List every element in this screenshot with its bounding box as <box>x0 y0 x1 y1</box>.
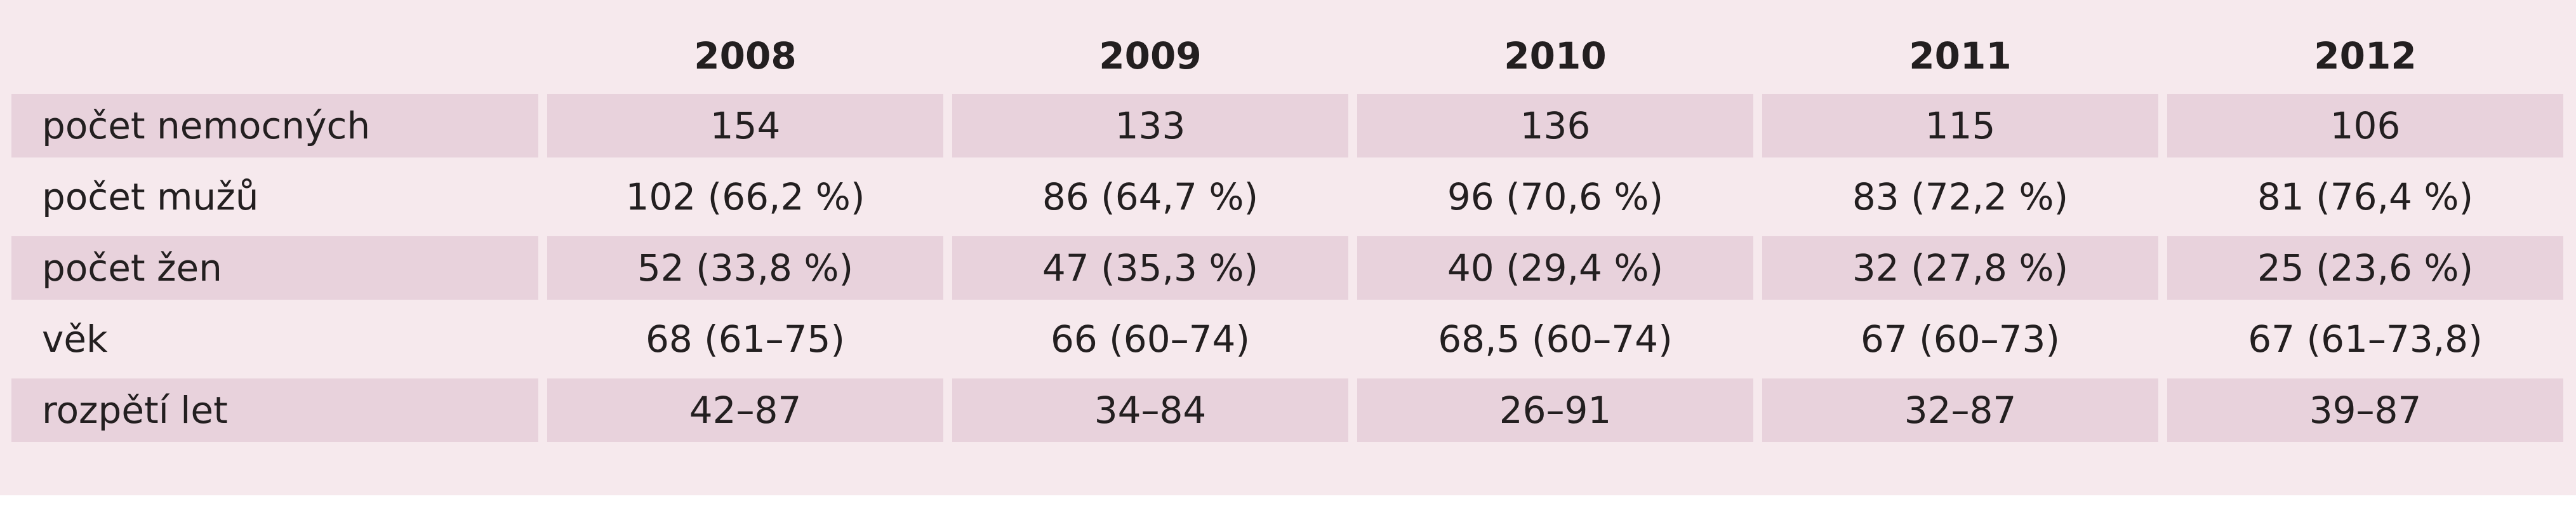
table-cell: 67 (61–73,8) <box>2248 318 2483 361</box>
column-header-2008: 2008 <box>694 34 797 77</box>
table-row-age-range: rozpětí let 42–87 34–84 26–91 32–87 39–8… <box>11 378 2563 442</box>
table-panel: 2008 2009 2010 2011 2012 počet nemocných… <box>0 0 2576 495</box>
table-cell: 83 (72,2 %) <box>1852 175 2069 218</box>
header-row: 2008 2009 2010 2011 2012 <box>11 25 2563 86</box>
table-row-women: počet žen 52 (33,8 %) 47 (35,3 %) 40 (29… <box>11 236 2563 300</box>
table-cell: 68 (61–75) <box>645 318 846 361</box>
row-label: počet mužů <box>42 175 259 218</box>
table-cell: 136 <box>1357 94 1753 157</box>
table-cell: 25 (23,6 %) <box>2167 236 2563 300</box>
column-header-2009: 2009 <box>1099 34 1202 77</box>
column-header-2010: 2010 <box>1504 34 1607 77</box>
table-cell: 39–87 <box>2167 378 2563 442</box>
table-row-age: věk 68 (61–75) 66 (60–74) 68,5 (60–74) 6… <box>11 307 2563 371</box>
row-label: věk <box>42 318 108 361</box>
table-cell: 154 <box>547 94 943 157</box>
table-cell: 96 (70,6 %) <box>1447 175 1664 218</box>
table-cell: 66 (60–74) <box>1050 318 1251 361</box>
table-cell: 106 <box>2167 94 2563 157</box>
table-cell: 81 (76,4 %) <box>2257 175 2474 218</box>
table-cell: 86 (64,7 %) <box>1042 175 1259 218</box>
table-cell: 34–84 <box>952 378 1348 442</box>
table-cell: 68,5 (60–74) <box>1438 318 1673 361</box>
row-label: počet žen <box>11 236 538 300</box>
table-cell: 42–87 <box>547 378 943 442</box>
table-cell: 52 (33,8 %) <box>547 236 943 300</box>
table-cell: 133 <box>952 94 1348 157</box>
table-cell: 67 (60–73) <box>1860 318 2061 361</box>
column-header-2011: 2011 <box>1909 34 2012 77</box>
table-cell: 32 (27,8 %) <box>1762 236 2158 300</box>
table-cell: 115 <box>1762 94 2158 157</box>
data-table: 2008 2009 2010 2011 2012 počet nemocných… <box>3 18 2572 450</box>
row-label: rozpětí let <box>11 378 538 442</box>
column-header-2012: 2012 <box>2314 34 2417 77</box>
table-cell: 47 (35,3 %) <box>952 236 1348 300</box>
table-row-men: počet mužů 102 (66,2 %) 86 (64,7 %) 96 (… <box>11 165 2563 229</box>
row-label: počet nemocných <box>11 94 538 157</box>
table-cell: 102 (66,2 %) <box>625 175 865 218</box>
table-cell: 40 (29,4 %) <box>1357 236 1753 300</box>
table-cell: 32–87 <box>1762 378 2158 442</box>
table-cell: 26–91 <box>1357 378 1753 442</box>
table-row-patients: počet nemocných 154 133 136 115 106 <box>11 94 2563 157</box>
header-corner <box>11 25 538 86</box>
